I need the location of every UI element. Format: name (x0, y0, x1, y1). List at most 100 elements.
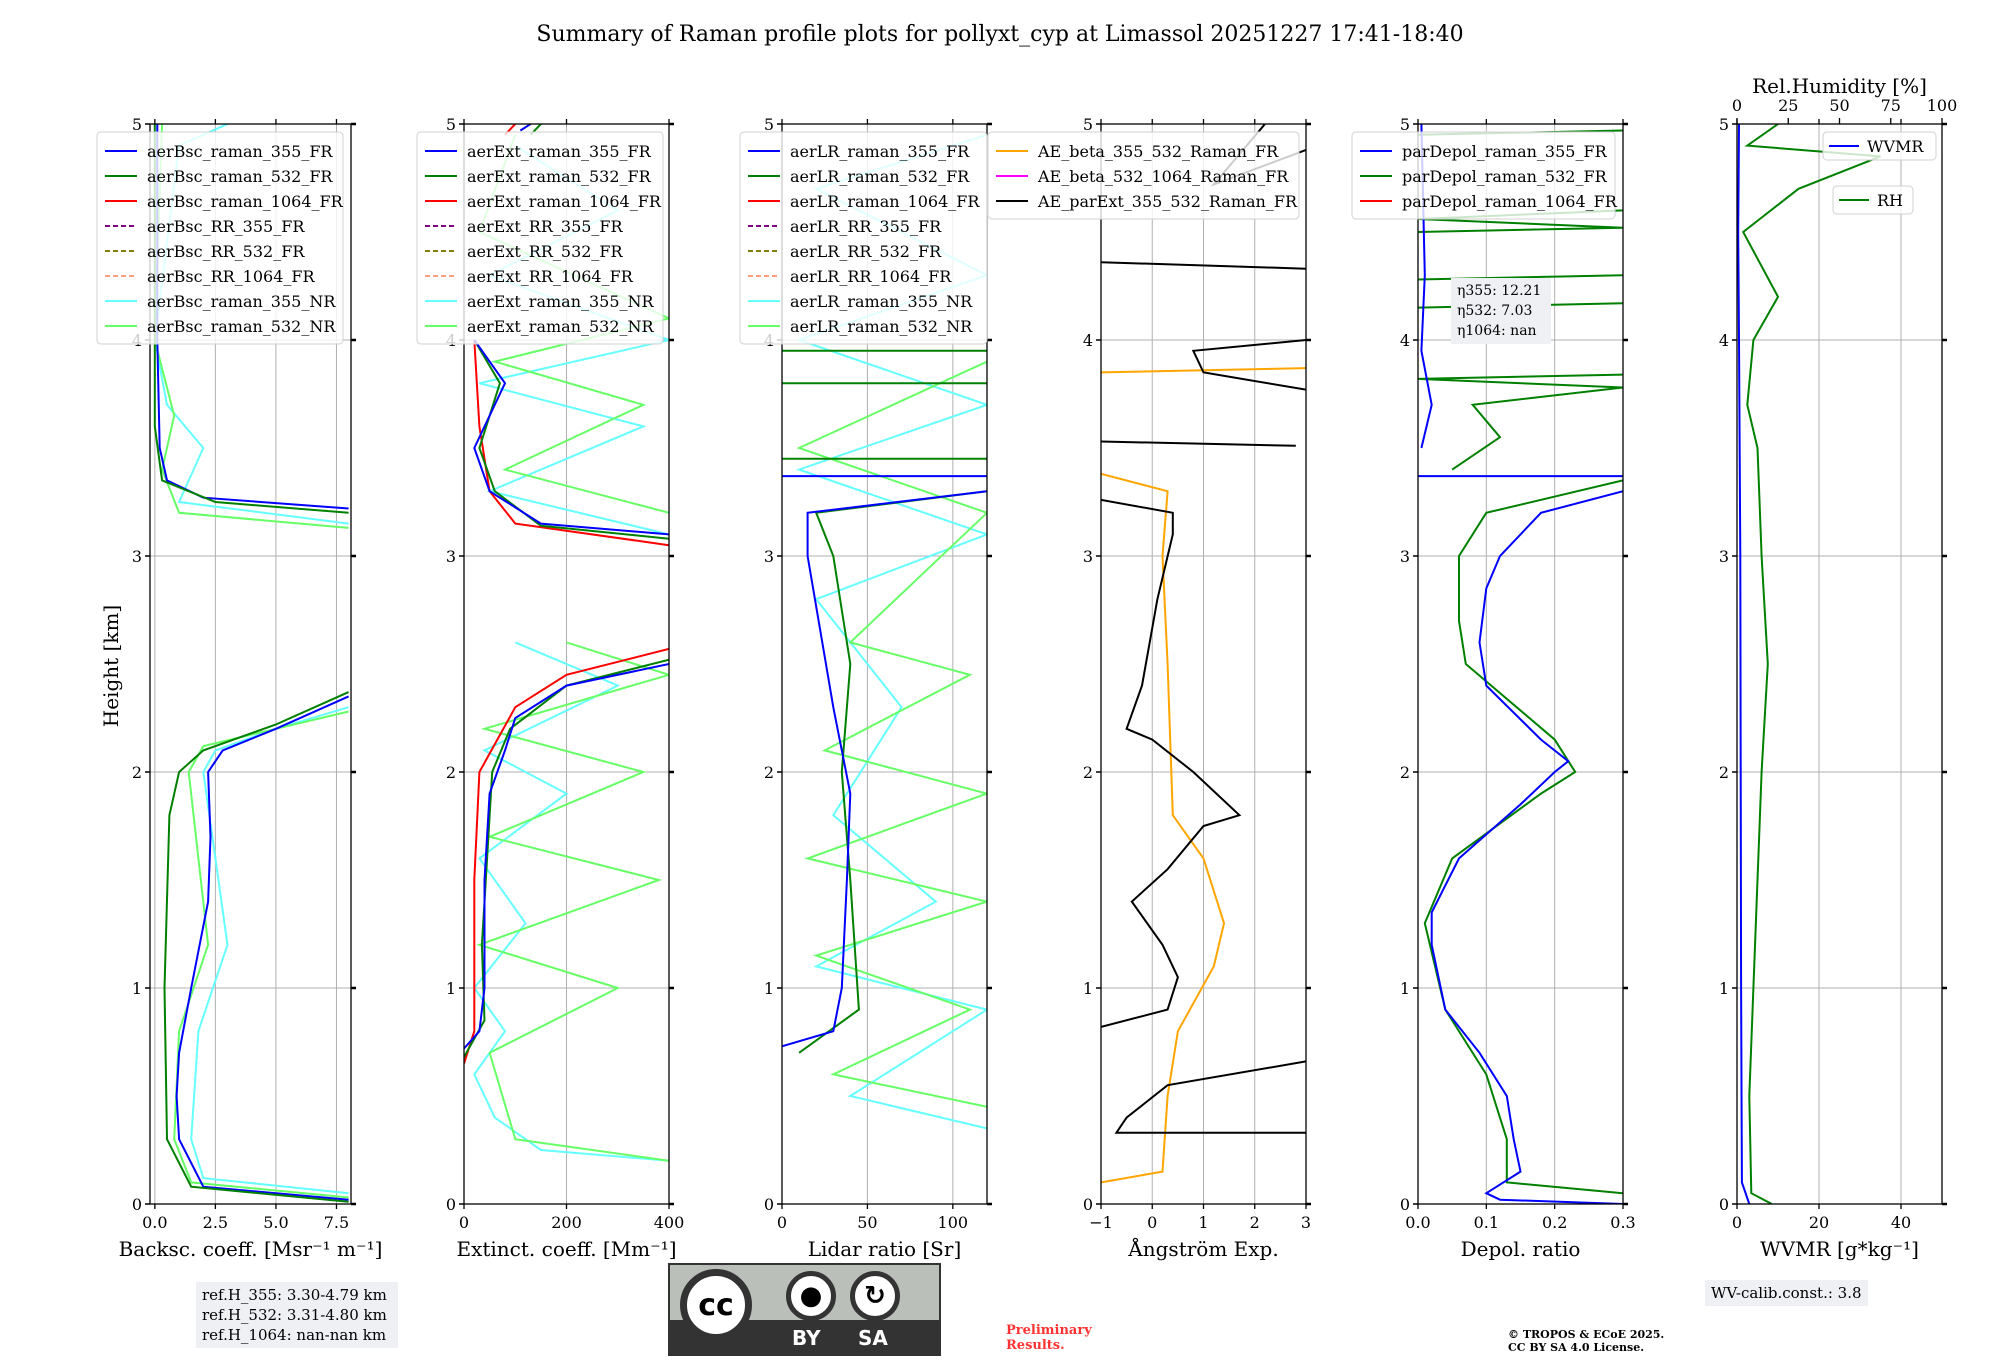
x-tick-label: 0 (459, 1213, 469, 1232)
legend-label: aerLR_RR_1064_FR (790, 267, 952, 286)
legend-label: aerLR_raman_532_FR (790, 167, 970, 186)
panel-lidar_ratio: 050100012345Lidar ratio [Sr]aerLR_raman_… (739, 115, 992, 1261)
legend-label: RH (1877, 191, 1903, 210)
x-tick-label: −1 (1089, 1213, 1113, 1232)
series-group (1418, 124, 1623, 1204)
series-line-aerExt_raman_355_FR (464, 124, 669, 1050)
legend-label: parDepol_raman_532_FR (1402, 167, 1608, 186)
y-tick-label: 5 (132, 115, 142, 134)
x-tick-label: 100 (938, 1213, 969, 1232)
copyright-line-1: © TROPOS & ECoE 2025. (1508, 1328, 1665, 1341)
y-tick-label: 4 (1719, 331, 1729, 350)
y-tick-label: 3 (1400, 547, 1410, 566)
series-line-RH (1741, 124, 1881, 1204)
series-line-aerLR_raman_532_NR (796, 360, 987, 1108)
y-tick-label: 0 (1400, 1195, 1410, 1214)
series-group (1737, 124, 1881, 1204)
share-alike-icon: ↻ (850, 1271, 900, 1321)
x-axis-label: Lidar ratio [Sr] (808, 1237, 962, 1261)
y-tick-label: 1 (1719, 979, 1729, 998)
top-x-tick-label: 75 (1881, 96, 1901, 115)
x-tick-label: 0.0 (1405, 1213, 1430, 1232)
y-tick-label: 1 (1400, 979, 1410, 998)
y-tick-label: 0 (132, 1195, 142, 1214)
y-tick-label: 3 (446, 547, 456, 566)
ref-height-355: ref.H_355: 3.30-4.79 km (202, 1286, 387, 1304)
top-x-tick-label: 25 (1778, 96, 1798, 115)
y-tick-label: 0 (764, 1195, 774, 1214)
y-tick-label: 2 (1083, 763, 1093, 782)
legend-label: aerExt_raman_355_FR (467, 142, 652, 161)
top-x-tick-label: 0 (1732, 96, 1742, 115)
y-tick-label: 0 (446, 1195, 456, 1214)
panel-backscatter: 0.02.55.07.5012345Backsc. coeff. [Msr⁻¹ … (96, 115, 383, 1261)
y-tick-label: 2 (446, 763, 456, 782)
y-tick-label: 2 (764, 763, 774, 782)
y-tick-label: 3 (1083, 547, 1093, 566)
y-tick-label: 1 (764, 979, 774, 998)
x-tick-label: 3 (1301, 1213, 1311, 1232)
x-tick-label: 50 (857, 1213, 877, 1232)
sa-label: SA (858, 1326, 888, 1350)
ref-height-532: ref.H_532: 3.31-4.80 km (202, 1306, 387, 1324)
eta-box: η355: 12.21 η532: 7.03 η1064: nan (1451, 278, 1551, 344)
legend-box (96, 131, 344, 345)
legend-label: AE_beta_532_1064_Raman_FR (1037, 167, 1289, 186)
y-tick-label: 0 (1719, 1195, 1729, 1214)
y-tick-label: 2 (1719, 763, 1729, 782)
y-tick-label: 5 (1400, 115, 1410, 134)
x-tick-label: 7.5 (324, 1213, 349, 1232)
legend-label: aerExt_raman_532_NR (467, 317, 655, 336)
cc-icon: cc (680, 1269, 752, 1341)
series-line-aerLR_raman_355_FR (782, 475, 987, 1048)
y-tick-label: 3 (1719, 547, 1729, 566)
legend-label: WVMR (1867, 137, 1924, 156)
legend-label: aerExt_raman_532_FR (467, 167, 652, 186)
legend-label: aerLR_RR_355_FR (790, 217, 942, 236)
y-tick-label: 1 (446, 979, 456, 998)
x-tick-label: 400 (654, 1213, 685, 1232)
x-axis-label: Backsc. coeff. [Msr⁻¹ m⁻¹] (119, 1237, 383, 1261)
eta-1064: η1064: nan (1457, 323, 1537, 339)
y-tick-label: 4 (1083, 331, 1093, 350)
y-tick-label: 2 (1400, 763, 1410, 782)
y-tick-label: 0 (1083, 1195, 1093, 1214)
preliminary-line-1: Preliminary (1006, 1323, 1092, 1338)
legend-label: AE_beta_355_532_Raman_FR (1037, 142, 1279, 161)
x-tick-label: 0.3 (1610, 1213, 1635, 1232)
wv-calibration-box: WV-calib.const.: 3.8 (1705, 1280, 1868, 1306)
x-tick-label: 40 (1891, 1213, 1911, 1232)
legend-label: parDepol_raman_1064_FR (1402, 192, 1618, 211)
legend-label: aerBsc_raman_1064_FR (147, 192, 344, 211)
y-tick-label: 3 (132, 547, 142, 566)
axes-frame (1417, 123, 1624, 1205)
y-tick-label: 2 (132, 763, 142, 782)
legend-label: aerBsc_raman_355_NR (147, 292, 336, 311)
y-tick-label: 5 (446, 115, 456, 134)
axes-frame (149, 123, 352, 1205)
figure-title: Summary of Raman profile plots for polly… (536, 22, 1464, 47)
series-line-parDepol_raman_355_FR (1418, 124, 1623, 1204)
y-tick-label: 5 (1083, 115, 1093, 134)
legend-box (416, 131, 664, 345)
panel-depolarization: 0.0 0.1 0.2 0.3 0 1 2 3 4 5 Depol. ratio parDepol_r… (1351, 115, 1636, 1261)
legend-label: aerExt_raman_1064_FR (467, 192, 662, 211)
x-axis-label: Depol. ratio (1461, 1237, 1581, 1261)
x-axis-label: WVMR [g*kg⁻¹] (1760, 1237, 1919, 1261)
series-line-aerLR_raman_532_FR (782, 349, 987, 1054)
x-tick-label: 5.0 (263, 1213, 288, 1232)
copyright-line-2: CC BY SA 4.0 License. (1508, 1341, 1645, 1354)
x-tick-label: 0 (1732, 1213, 1742, 1232)
legend-box (1822, 131, 1937, 161)
reference-height-box: ref.H_355: 3.30-4.79 km ref.H_532: 3.31-… (196, 1282, 398, 1348)
legend-label: aerExt_RR_1064_FR (467, 267, 634, 286)
x-axis-label: Ångström Exp. (1127, 1236, 1278, 1261)
copyright-note: © TROPOS & ECoE 2025. CC BY SA 4.0 Licen… (1508, 1328, 1664, 1354)
axes-frame (781, 123, 988, 1205)
legend-label: AE_parExt_355_532_Raman_FR (1037, 192, 1298, 211)
y-tick-label: 3 (764, 547, 774, 566)
legend-box (1351, 131, 1616, 220)
legend-label: aerLR_raman_1064_FR (790, 192, 980, 211)
